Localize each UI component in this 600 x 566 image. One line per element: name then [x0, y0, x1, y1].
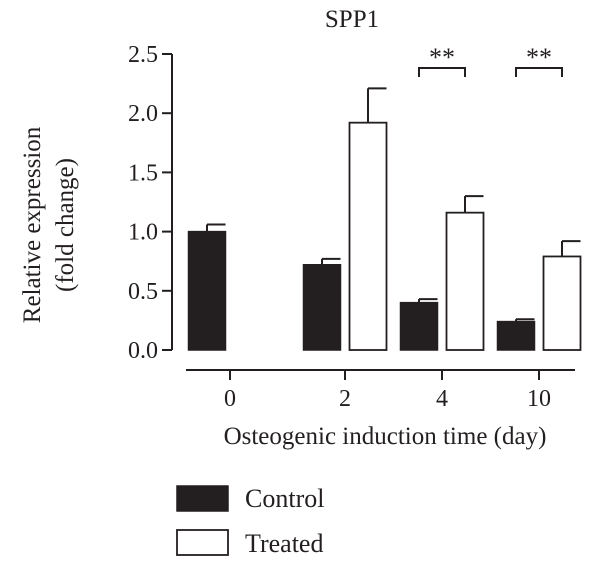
bar-treated [445, 211, 485, 351]
bars [187, 87, 582, 351]
y-axis: 0.0 0.5 1.0 1.5 2.0 2.5 [128, 42, 173, 364]
y-axis-label-line-2: (fold change) [52, 158, 79, 292]
significance-annotations: ** ** [418, 43, 563, 77]
y-tick-label: 2.0 [128, 101, 158, 127]
x-tick-label: 4 [436, 386, 448, 412]
legend: Control Treated [176, 484, 324, 558]
bar-control [302, 264, 342, 351]
legend-label-control: Control [245, 484, 324, 513]
y-tick-label: 0.5 [128, 279, 158, 305]
y-axis-label-line-1: Relative expression [19, 126, 46, 323]
legend-swatch-treated [176, 529, 229, 556]
x-tick-label: 2 [339, 386, 351, 412]
significance-bracket [418, 67, 466, 77]
y-axis-label: Relative expression (fold change) [19, 126, 79, 323]
bar-treated [542, 255, 582, 351]
x-tick-label: 10 [527, 386, 551, 412]
y-tick-label: 0.0 [128, 338, 158, 364]
chart-title: SPP1 [325, 6, 379, 33]
legend-swatch-control [176, 485, 229, 512]
y-tick-label: 1.0 [128, 220, 158, 246]
significance-bracket [515, 67, 563, 77]
y-tick-label: 2.5 [128, 42, 158, 68]
bar-control [187, 230, 227, 351]
x-axis: 0 2 4 10 [186, 369, 575, 412]
significance-label: ** [526, 43, 552, 72]
legend-label-treated: Treated [245, 529, 323, 558]
bar-treated [348, 121, 388, 351]
significance-label: ** [429, 43, 455, 72]
bar-control [496, 320, 536, 351]
x-axis-label: Osteogenic induction time (day) [224, 423, 547, 450]
y-tick-label: 1.5 [128, 160, 158, 186]
bar-control [399, 301, 439, 351]
x-tick-label: 0 [224, 386, 236, 412]
